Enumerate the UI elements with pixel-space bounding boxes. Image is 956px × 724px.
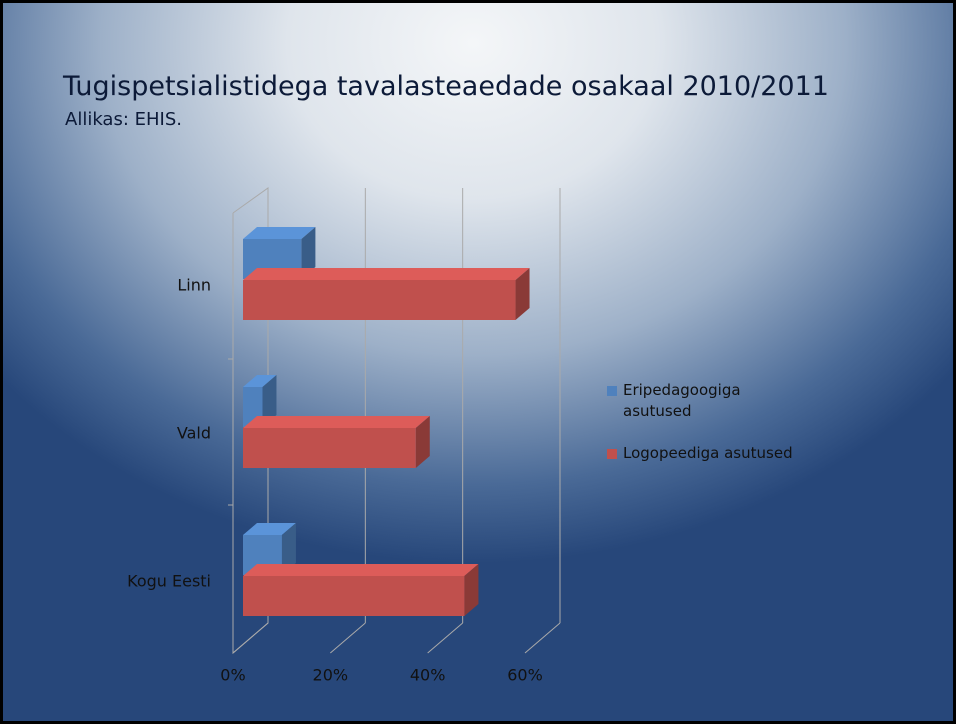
floor-line xyxy=(330,623,365,653)
floor-line xyxy=(428,623,463,653)
legend-swatch xyxy=(607,449,617,459)
y-tick-label: Kogu Eesti xyxy=(127,572,211,591)
y-tick-label: Vald xyxy=(177,424,211,443)
legend-label: Logopeediga asutused xyxy=(623,443,808,464)
bar-front xyxy=(243,428,416,468)
bar xyxy=(243,268,530,320)
bar-top xyxy=(243,564,478,576)
bar-front xyxy=(243,280,516,320)
x-tick-label: 20% xyxy=(313,666,349,685)
legend-label: Eripedagoogiga asutused xyxy=(623,380,808,422)
x-tick-label: 60% xyxy=(507,666,543,685)
y-tick-label: Linn xyxy=(177,276,211,295)
slide: 0% 20% 40% 60% Linn Vald Kogu Eesti Tugispetsi… xyxy=(0,0,956,724)
x-tick-label: 0% xyxy=(220,666,245,685)
x-tick-label: 40% xyxy=(410,666,446,685)
floor-line xyxy=(525,623,560,653)
bar-top xyxy=(243,268,530,280)
bar-top xyxy=(243,416,430,428)
chart-subtitle: Allikas: EHIS. xyxy=(65,109,182,130)
bar xyxy=(243,416,430,468)
bar xyxy=(243,564,478,616)
bar-front xyxy=(243,576,464,616)
floor-line xyxy=(233,623,268,653)
legend-swatch xyxy=(607,386,617,396)
chart-title: Tugispetsialistidega tavalasteaedade osa… xyxy=(63,71,829,102)
